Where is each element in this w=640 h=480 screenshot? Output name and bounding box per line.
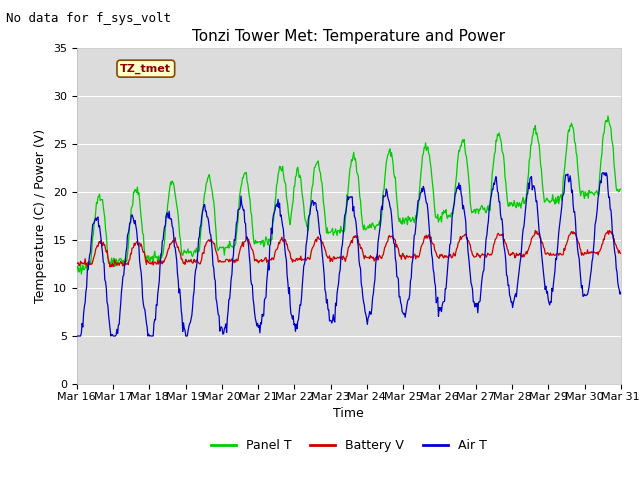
X-axis label: Time: Time [333,407,364,420]
Text: No data for f_sys_volt: No data for f_sys_volt [6,12,172,25]
Text: TZ_tmet: TZ_tmet [120,63,172,74]
Legend: Panel T, Battery V, Air T: Panel T, Battery V, Air T [206,434,492,457]
Title: Tonzi Tower Met: Temperature and Power: Tonzi Tower Met: Temperature and Power [192,29,506,44]
Y-axis label: Temperature (C) / Power (V): Temperature (C) / Power (V) [35,129,47,303]
